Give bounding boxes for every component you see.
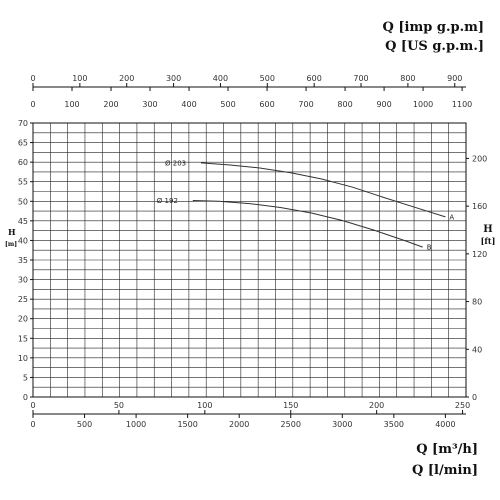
top-inner-tick-label: 1000 <box>413 100 433 109</box>
bottom-outer-tick-label: 1500 <box>177 420 197 429</box>
top-outer-tick-label: 800 <box>400 74 415 83</box>
left-axis-title: H <box>8 227 16 237</box>
left-tick-label: 0 <box>23 393 28 402</box>
left-tick-label: 55 <box>18 178 28 187</box>
bottom-inner-tick-label: 50 <box>114 401 124 410</box>
top-inner-tick-label: 400 <box>181 100 196 109</box>
left-tick-label: 25 <box>18 295 28 304</box>
bottom-outer-tick-label: 2000 <box>229 420 249 429</box>
bottom-outer-tick-label: 3500 <box>384 420 404 429</box>
curve-name-label: Ø 203 <box>165 159 186 167</box>
curves: Ø 203 A Ø 192 B <box>157 159 455 251</box>
left-tick-label: 45 <box>18 217 28 226</box>
right-tick-label: 200 <box>472 154 487 163</box>
top-inner-tick-label: 900 <box>376 100 391 109</box>
left-tick-label: 40 <box>18 236 28 245</box>
top-outer-tick-label: 100 <box>72 74 87 83</box>
left-tick-label: 50 <box>18 197 28 206</box>
top-outer-tick-label: 200 <box>119 74 134 83</box>
left-tick-label: 10 <box>18 354 28 363</box>
top-inner-tick-label: 700 <box>298 100 313 109</box>
top-inner-tick-label: 800 <box>337 100 352 109</box>
right-tick-label: 40 <box>472 345 482 354</box>
right-tick-label: 0 <box>472 393 477 402</box>
left-tick-label: 65 <box>18 139 28 148</box>
top-inner-tick-label: 500 <box>220 100 235 109</box>
bottom-outer-tick-label: 3000 <box>332 420 352 429</box>
bottom-outer-tick-label: 4000 <box>435 420 455 429</box>
curve-end-label: B <box>427 244 432 252</box>
left-tick-label: 70 <box>18 119 28 128</box>
bottom-inner-tick-label: 100 <box>197 401 212 410</box>
right-tick-label: 120 <box>472 250 487 259</box>
right-axis-title: H <box>483 224 492 235</box>
bottom-inner-axis-title: Q [m³/h] <box>416 442 478 457</box>
right-axis-unit: [ft] <box>481 236 496 246</box>
top-outer-tick-label: 0 <box>30 74 35 83</box>
bottom-outer-axis-title: Q [l/min] <box>412 463 478 478</box>
top-inner-tick-label: 0 <box>30 100 35 109</box>
bottom-inner-tick-label: 150 <box>283 401 298 410</box>
top-outer-tick-label: 300 <box>166 74 181 83</box>
bottom-inner-tick-label: 0 <box>30 401 35 410</box>
left-tick-label: 5 <box>23 373 28 382</box>
top-outer-tick-label: 600 <box>307 74 322 83</box>
right-tick-label: 160 <box>472 202 487 211</box>
left-tick-label: 15 <box>18 334 28 343</box>
left-tick-label: 60 <box>18 158 28 167</box>
top-inner-tick-label: 200 <box>103 100 118 109</box>
top-outer-tick-label: 700 <box>353 74 368 83</box>
top-inner-axis-title: Q [US g.p.m.] <box>385 39 484 54</box>
bottom-inner-tick-label: 250 <box>455 401 470 410</box>
left-tick-label: 20 <box>18 315 28 324</box>
curve-b <box>192 200 423 248</box>
top-inner-tick-label: 1100 <box>452 100 472 109</box>
top-outer-axis-title: Q [imp g.p.m] <box>383 20 484 35</box>
top-inner-tick-label: 100 <box>64 100 79 109</box>
bottom-outer-tick-label: 500 <box>77 420 92 429</box>
plot-area <box>30 83 469 418</box>
left-tick-label: 35 <box>18 256 28 265</box>
curve-name-label: Ø 192 <box>157 197 178 205</box>
top-outer-tick-label: 900 <box>447 74 462 83</box>
left-axis-unit: [m] <box>5 241 17 248</box>
right-tick-label: 80 <box>472 298 482 307</box>
curve-end-label: A <box>449 213 454 221</box>
bottom-outer-tick-label: 1000 <box>126 420 146 429</box>
top-outer-tick-label: 500 <box>260 74 275 83</box>
top-outer-tick-label: 400 <box>213 74 228 83</box>
top-inner-tick-label: 300 <box>142 100 157 109</box>
top-inner-tick-label: 600 <box>259 100 274 109</box>
curve-a <box>200 162 446 218</box>
bottom-inner-tick-label: 200 <box>369 401 384 410</box>
bottom-outer-tick-label: 0 <box>30 420 35 429</box>
left-tick-label: 30 <box>18 276 28 285</box>
bottom-outer-tick-label: 2500 <box>281 420 301 429</box>
